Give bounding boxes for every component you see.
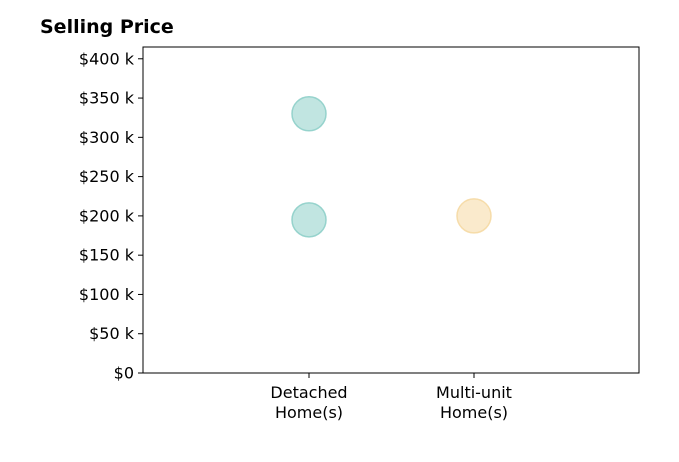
y-tick-label: $400 k (79, 49, 135, 68)
x-tick-label: Multi-unit Home(s) (436, 383, 512, 422)
scatter-point (291, 202, 327, 238)
scatter-point (456, 198, 492, 234)
y-tick-label: $100 k (79, 285, 135, 304)
y-tick-label: $350 k (79, 89, 135, 108)
y-tick-label: $250 k (79, 167, 135, 186)
x-axis: Detached Home(s) Multi-unit Home(s) (270, 373, 512, 422)
y-tick-label: $150 k (79, 246, 135, 265)
y-tick-label: $50 k (89, 324, 135, 343)
chart-title: Selling Price (40, 16, 174, 38)
plot-frame (142, 46, 640, 374)
y-tick-label: $200 k (79, 206, 135, 225)
y-tick-label: $0 (114, 364, 134, 383)
y-tick-label: $300 k (79, 128, 135, 147)
scatter-point (291, 96, 327, 132)
y-axis: $0 $50 k $100 k $150 k $200 k $250 k $300 k $35… (79, 49, 143, 383)
x-tick-label: Detached Home(s) (270, 383, 347, 422)
data-points (291, 96, 492, 238)
